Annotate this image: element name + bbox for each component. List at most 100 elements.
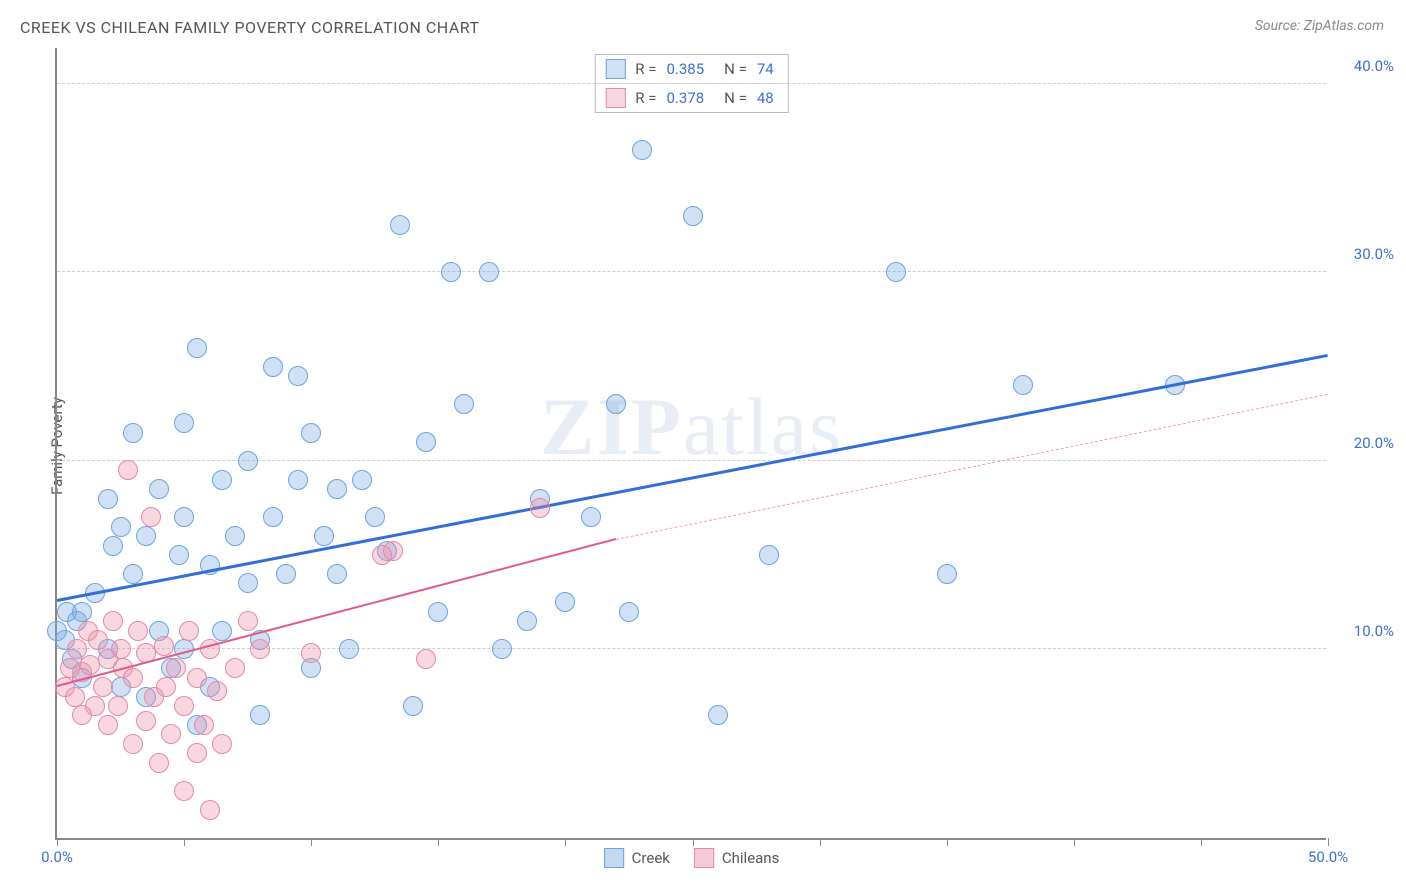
y-tick-label: 20.0% bbox=[1354, 434, 1394, 452]
x-tick bbox=[565, 838, 566, 846]
legend-swatch bbox=[604, 848, 624, 868]
data-point bbox=[1013, 375, 1033, 395]
data-point bbox=[581, 507, 601, 527]
data-point bbox=[365, 507, 385, 527]
data-point bbox=[263, 507, 283, 527]
x-tick bbox=[57, 838, 58, 846]
data-point bbox=[187, 668, 207, 688]
data-point bbox=[144, 687, 164, 707]
legend-stat-row: R =0.378N =48 bbox=[595, 83, 787, 112]
data-point bbox=[301, 423, 321, 443]
data-point bbox=[606, 394, 626, 414]
r-label: R = bbox=[635, 89, 656, 107]
x-tick bbox=[1328, 838, 1329, 846]
data-point bbox=[428, 602, 448, 622]
data-point bbox=[212, 621, 232, 641]
data-point bbox=[156, 677, 176, 697]
data-point bbox=[276, 564, 296, 584]
data-point bbox=[352, 470, 372, 490]
data-point bbox=[187, 715, 207, 735]
data-point bbox=[123, 734, 143, 754]
data-point bbox=[238, 451, 258, 471]
data-point bbox=[212, 734, 232, 754]
data-point bbox=[194, 715, 214, 735]
data-point bbox=[60, 658, 80, 678]
data-point bbox=[98, 649, 118, 669]
gridline-horizontal bbox=[57, 83, 1326, 84]
data-point bbox=[225, 526, 245, 546]
data-point bbox=[479, 262, 499, 282]
data-point bbox=[67, 611, 87, 631]
trend-line bbox=[57, 354, 1329, 602]
data-point bbox=[98, 715, 118, 735]
x-tick-label: 0.0% bbox=[41, 848, 73, 866]
data-point bbox=[123, 668, 143, 688]
data-point bbox=[88, 630, 108, 650]
plot-area: ZIPatlas R =0.385N =74R =0.378N =48 Cree… bbox=[55, 48, 1326, 840]
legend-swatch bbox=[694, 848, 714, 868]
data-point bbox=[93, 677, 113, 697]
r-value: 0.378 bbox=[666, 89, 704, 107]
r-label: R = bbox=[635, 60, 656, 78]
data-point bbox=[154, 636, 174, 656]
source-attribution: Source: ZipAtlas.com bbox=[1255, 18, 1384, 34]
trend-line bbox=[616, 394, 1328, 540]
legend-series: Creek Chileans bbox=[604, 848, 780, 868]
data-point bbox=[111, 517, 131, 537]
y-tick-label: 30.0% bbox=[1354, 245, 1394, 263]
legend-label: Creek bbox=[632, 849, 670, 867]
data-point bbox=[174, 507, 194, 527]
data-point bbox=[103, 536, 123, 556]
data-point bbox=[377, 541, 397, 561]
legend-swatch bbox=[605, 59, 625, 79]
data-point bbox=[416, 649, 436, 669]
x-tick bbox=[693, 838, 694, 846]
x-tick bbox=[184, 838, 185, 846]
data-point bbox=[161, 724, 181, 744]
x-tick bbox=[947, 838, 948, 846]
data-point bbox=[136, 687, 156, 707]
legend-item: Chileans bbox=[694, 848, 779, 868]
x-tick bbox=[311, 838, 312, 846]
data-point bbox=[200, 677, 220, 697]
legend-label: Chileans bbox=[722, 849, 779, 867]
data-point bbox=[886, 262, 906, 282]
data-point bbox=[174, 413, 194, 433]
data-point bbox=[403, 696, 423, 716]
data-point bbox=[492, 639, 512, 659]
data-point bbox=[301, 658, 321, 678]
data-point bbox=[149, 753, 169, 773]
data-point bbox=[166, 658, 186, 678]
data-point bbox=[55, 630, 75, 650]
data-point bbox=[98, 489, 118, 509]
data-point bbox=[111, 677, 131, 697]
data-point bbox=[212, 470, 232, 490]
data-point bbox=[62, 649, 82, 669]
data-point bbox=[118, 460, 138, 480]
data-point bbox=[149, 479, 169, 499]
data-point bbox=[72, 705, 92, 725]
data-point bbox=[301, 643, 321, 663]
data-point bbox=[179, 621, 199, 641]
data-point bbox=[57, 602, 77, 622]
data-point bbox=[327, 479, 347, 499]
data-point bbox=[187, 338, 207, 358]
data-point bbox=[47, 621, 67, 641]
data-point bbox=[123, 423, 143, 443]
data-point bbox=[937, 564, 957, 584]
legend-item: Creek bbox=[604, 848, 670, 868]
data-point bbox=[207, 681, 227, 701]
gridline-horizontal bbox=[57, 648, 1326, 649]
data-point bbox=[141, 507, 161, 527]
data-point bbox=[683, 206, 703, 226]
n-value: 74 bbox=[757, 60, 774, 78]
data-point bbox=[555, 592, 575, 612]
data-point bbox=[103, 611, 123, 631]
legend-stat-row: R =0.385N =74 bbox=[595, 55, 787, 83]
data-point bbox=[98, 639, 118, 659]
data-point bbox=[169, 545, 189, 565]
trend-line bbox=[57, 538, 617, 687]
n-label: N = bbox=[724, 89, 747, 107]
data-point bbox=[136, 711, 156, 731]
data-point bbox=[238, 611, 258, 631]
